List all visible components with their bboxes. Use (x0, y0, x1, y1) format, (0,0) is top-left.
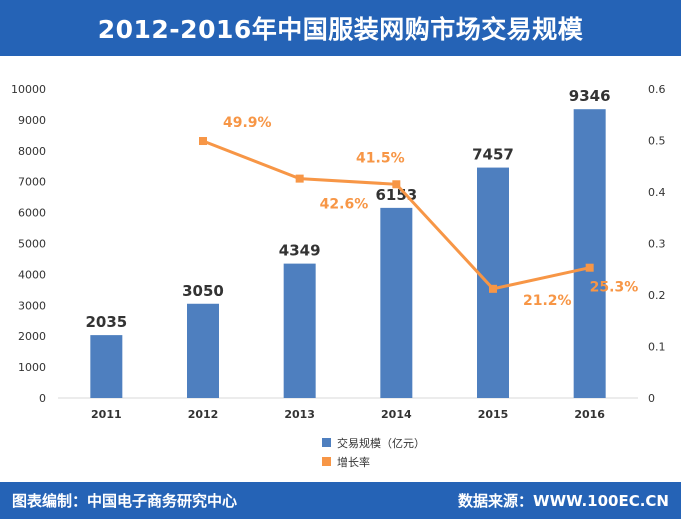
bar-value-label: 4349 (279, 242, 321, 260)
growth-value-label: 41.5% (356, 150, 405, 166)
legend-swatch-line (322, 457, 331, 466)
bar (283, 263, 316, 398)
footer-credit: 图表编制：中国电子商务研究中心 (12, 492, 238, 510)
y-right-tick-label: 0.6 (648, 83, 666, 96)
y-left-tick-label: 9000 (18, 114, 46, 127)
growth-point (295, 174, 304, 183)
bar (380, 207, 413, 398)
chart-title: 2012-2016年中国服装网购市场交易规模 (97, 15, 584, 44)
chart-footer: 图表编制：中国电子商务研究中心 数据来源：WWW.100EC.CN (0, 482, 681, 519)
x-tick-label: 2015 (478, 408, 509, 421)
growth-point (489, 284, 497, 293)
y-right-tick-label: 0.5 (648, 135, 666, 148)
growth-point (199, 137, 207, 146)
bar-value-label: 6153 (375, 186, 417, 204)
y-right-tick-label: 0.2 (648, 289, 666, 302)
x-tick-label: 2012 (188, 408, 219, 421)
x-tick-label: 2013 (284, 408, 315, 421)
growth-value-label: 21.2% (523, 293, 572, 309)
y-left-tick-label: 8000 (18, 145, 46, 158)
y-left-tick-label: 5000 (18, 238, 46, 251)
y-right-tick-label: 0 (648, 392, 655, 405)
y-right-tick-label: 0.3 (648, 238, 666, 251)
bar-value-label: 2035 (85, 313, 127, 331)
bar-value-label: 7457 (472, 146, 514, 164)
y-left-tick-label: 1000 (18, 361, 46, 374)
y-left-tick-label: 0 (39, 392, 46, 405)
footer-source: 数据来源：WWW.100EC.CN (458, 492, 669, 510)
y-left-tick-label: 4000 (18, 268, 46, 281)
y-left-tick-label: 10000 (11, 83, 46, 96)
growth-value-label: 49.9% (223, 115, 272, 131)
x-tick-label: 2014 (381, 408, 412, 421)
legend-swatch-bar (322, 438, 331, 447)
bar (187, 303, 219, 398)
y-left-tick-label: 7000 (18, 176, 46, 189)
growth-point (585, 263, 594, 272)
y-left-tick-label: 3000 (18, 299, 46, 312)
x-tick-label: 2016 (574, 408, 605, 421)
y-left-tick-label: 2000 (18, 330, 46, 343)
legend-label-bar: 交易规模（亿元） (337, 436, 425, 450)
y-left-tick-label: 6000 (18, 207, 46, 220)
bar-value-label: 9346 (569, 87, 611, 105)
y-right-tick-label: 0.4 (648, 186, 666, 199)
bar-value-label: 3050 (182, 282, 224, 300)
bar (573, 109, 606, 398)
x-tick-label: 2011 (91, 408, 122, 421)
bar (477, 167, 509, 398)
growth-value-label: 42.6% (320, 197, 369, 213)
y-right-tick-label: 0.1 (648, 341, 666, 354)
chart-area: 0 1000 2000 3000 4000 5000 6000 7000 8000 9000 100… (11, 83, 666, 469)
chart-header: 2012-2016年中国服装网购市场交易规模 (0, 0, 681, 56)
growth-value-label: 25.3% (590, 280, 639, 296)
legend-label-line: 增长率 (337, 455, 370, 469)
bar (90, 335, 123, 398)
growth-point (392, 180, 401, 189)
